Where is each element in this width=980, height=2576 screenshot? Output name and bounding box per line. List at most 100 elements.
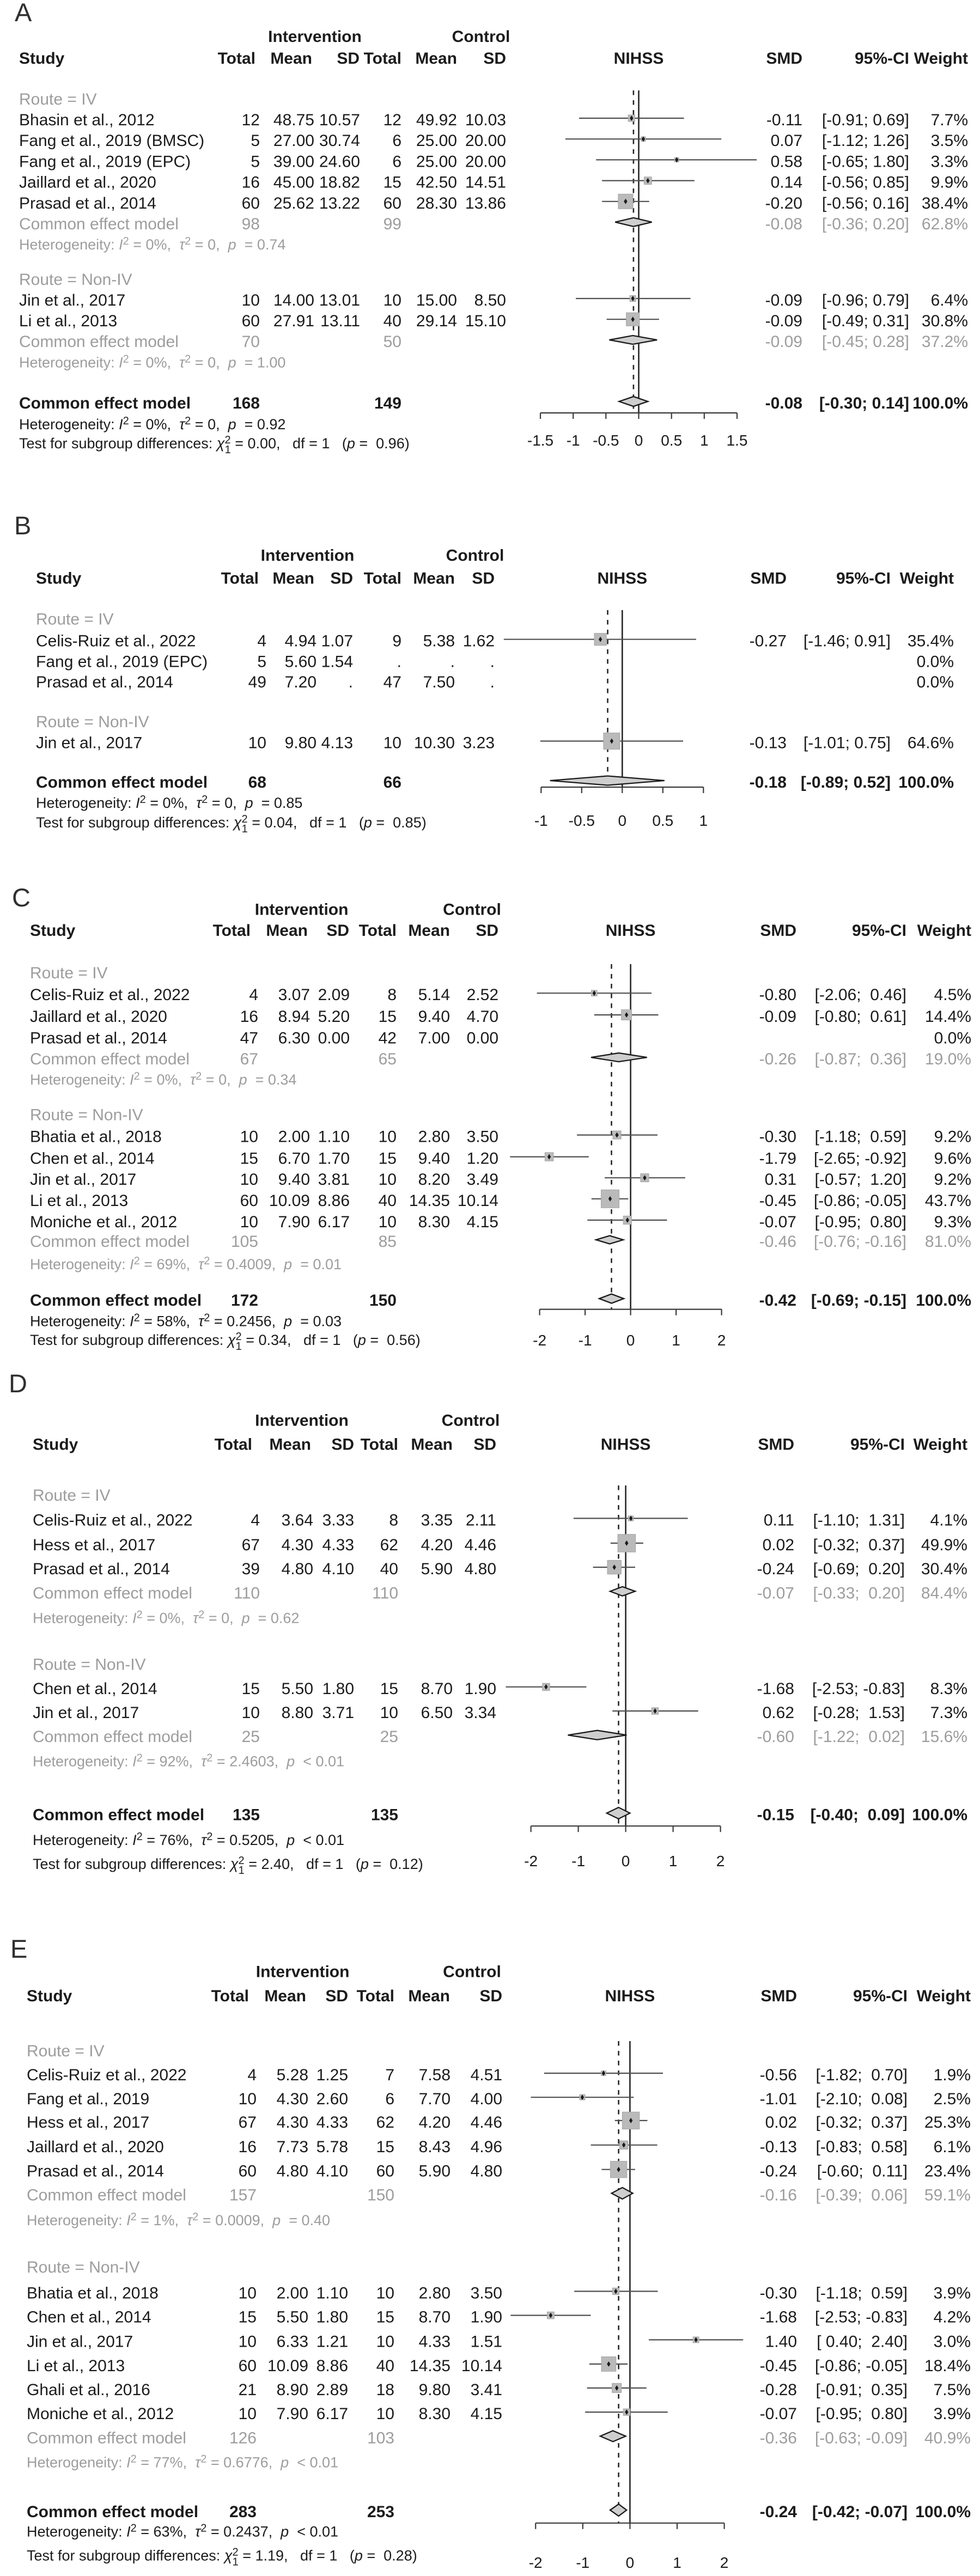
svg-text:SD: SD bbox=[331, 1435, 354, 1453]
svg-text:6: 6 bbox=[392, 132, 401, 150]
svg-text:Total: Total bbox=[359, 922, 397, 940]
svg-text:Chen et al., 2014: Chen et al., 2014 bbox=[30, 1150, 155, 1168]
svg-text:4: 4 bbox=[249, 986, 258, 1004]
svg-text:5: 5 bbox=[251, 132, 260, 150]
svg-text:14.51: 14.51 bbox=[465, 174, 506, 192]
svg-text:4.30: 4.30 bbox=[277, 2114, 308, 2132]
svg-text:67: 67 bbox=[242, 1536, 260, 1554]
svg-text:Mean: Mean bbox=[413, 569, 455, 587]
svg-text:1.20: 1.20 bbox=[462, 1150, 498, 1168]
svg-text:12: 12 bbox=[384, 111, 401, 129]
svg-text:9.9%: 9.9% bbox=[931, 174, 968, 192]
svg-text:70: 70 bbox=[242, 333, 260, 351]
svg-text:0: 0 bbox=[635, 432, 643, 449]
svg-text:4.46: 4.46 bbox=[465, 1536, 496, 1554]
svg-text:NIHSS: NIHSS bbox=[601, 1435, 651, 1453]
svg-text:23.4%: 23.4% bbox=[924, 2163, 971, 2181]
svg-text:47: 47 bbox=[384, 673, 401, 691]
svg-text:60: 60 bbox=[239, 2163, 257, 2181]
svg-text:40: 40 bbox=[376, 2357, 394, 2375]
svg-text:9.6%: 9.6% bbox=[934, 1150, 971, 1168]
svg-text:48.75: 48.75 bbox=[273, 111, 314, 129]
svg-text:15: 15 bbox=[242, 1680, 260, 1698]
svg-text:-0.24: -0.24 bbox=[760, 2503, 798, 2521]
svg-text:1: 1 bbox=[700, 432, 709, 449]
svg-text:[-0.80; 0.61]: [-0.80; 0.61] bbox=[815, 1008, 906, 1026]
svg-text:2.60: 2.60 bbox=[316, 2090, 348, 2108]
svg-text:27.00: 27.00 bbox=[273, 132, 314, 150]
svg-text:-0.13: -0.13 bbox=[760, 2138, 797, 2156]
svg-text:4.15: 4.15 bbox=[466, 2405, 502, 2423]
svg-text:7: 7 bbox=[385, 2066, 394, 2084]
svg-text:-0.20: -0.20 bbox=[765, 194, 802, 212]
svg-text:Control: Control bbox=[446, 547, 504, 565]
svg-text:3.64: 3.64 bbox=[282, 1511, 313, 1529]
svg-text:39: 39 bbox=[242, 1560, 260, 1578]
svg-text:103: 103 bbox=[367, 2429, 394, 2447]
svg-text:-0.07: -0.07 bbox=[759, 1213, 796, 1231]
svg-text:SD: SD bbox=[330, 569, 353, 587]
svg-text:7.5%: 7.5% bbox=[934, 2381, 971, 2399]
svg-text:5.38: 5.38 bbox=[423, 632, 455, 650]
svg-text:[-0.56; 0.16]: [-0.56; 0.16] bbox=[822, 194, 909, 212]
svg-text:4.33: 4.33 bbox=[419, 2333, 451, 2350]
svg-text:.: . bbox=[349, 673, 353, 691]
svg-text:10: 10 bbox=[384, 734, 401, 752]
svg-text:10.09: 10.09 bbox=[269, 1192, 310, 1210]
svg-text:Route = Non-IV: Route = Non-IV bbox=[36, 713, 149, 731]
svg-text:10: 10 bbox=[239, 2405, 257, 2423]
svg-text:[-0.56; 0.85]: [-0.56; 0.85] bbox=[822, 174, 909, 192]
svg-text:13.01: 13.01 bbox=[319, 291, 360, 309]
svg-text:Prasad et al., 2014: Prasad et al., 2014 bbox=[19, 194, 156, 212]
svg-text:Route = Non-IV: Route = Non-IV bbox=[30, 1106, 143, 1124]
svg-text:Moniche et al., 2012: Moniche et al., 2012 bbox=[27, 2405, 174, 2423]
svg-text:95%-CI: 95%-CI bbox=[853, 1987, 908, 2005]
svg-text:Route = IV: Route = IV bbox=[27, 2042, 105, 2060]
svg-text:Common effect model: Common effect model bbox=[19, 333, 179, 351]
svg-text:60: 60 bbox=[242, 312, 260, 330]
svg-text:7.50: 7.50 bbox=[423, 673, 455, 691]
svg-text:-0.42: -0.42 bbox=[759, 1292, 796, 1310]
svg-text:Prasad et al., 2014: Prasad et al., 2014 bbox=[30, 1029, 167, 1047]
svg-text:24.60: 24.60 bbox=[319, 153, 360, 170]
svg-text:-1: -1 bbox=[579, 1332, 592, 1349]
svg-text:2.52: 2.52 bbox=[467, 986, 498, 1004]
svg-text:Total: Total bbox=[364, 569, 401, 587]
svg-text:-1: -1 bbox=[576, 2554, 589, 2571]
svg-text:-0.11: -0.11 bbox=[766, 111, 802, 129]
svg-text:Celis-Ruiz et al., 2022: Celis-Ruiz et al., 2022 bbox=[33, 1511, 192, 1529]
svg-text:4.80: 4.80 bbox=[471, 2163, 502, 2181]
svg-text:99: 99 bbox=[384, 215, 401, 233]
svg-text:[-0.32; 0.37]: [-0.32; 0.37] bbox=[816, 2114, 908, 2132]
svg-text:9.40: 9.40 bbox=[278, 1171, 310, 1189]
svg-text:3.3%: 3.3% bbox=[931, 153, 968, 170]
svg-text:18.4%: 18.4% bbox=[924, 2357, 971, 2375]
svg-text:Weight: Weight bbox=[900, 569, 954, 587]
svg-text:-1.79: -1.79 bbox=[759, 1150, 796, 1168]
svg-text:150: 150 bbox=[367, 2186, 394, 2204]
svg-text:10: 10 bbox=[239, 2284, 257, 2302]
svg-text:[-0.36; 0.20]: [-0.36; 0.20] bbox=[822, 215, 909, 233]
svg-text:Mean: Mean bbox=[266, 922, 308, 940]
svg-text:[-0.95; 0.80]: [-0.95; 0.80] bbox=[816, 2405, 908, 2423]
svg-text:-0.15: -0.15 bbox=[757, 1806, 794, 1824]
svg-text:13.22: 13.22 bbox=[319, 194, 360, 212]
svg-text:SMD: SMD bbox=[750, 569, 787, 587]
svg-text:60: 60 bbox=[384, 194, 401, 212]
svg-text:Total: Total bbox=[221, 569, 259, 587]
svg-text:4.80: 4.80 bbox=[465, 1560, 496, 1578]
svg-text:3.07: 3.07 bbox=[278, 986, 310, 1004]
svg-text:-0.08: -0.08 bbox=[765, 394, 802, 412]
svg-text:Prasad et al., 2014: Prasad et al., 2014 bbox=[27, 2163, 164, 2181]
svg-text:5.90: 5.90 bbox=[419, 2163, 451, 2181]
svg-text:15: 15 bbox=[379, 1008, 397, 1026]
svg-text:3.41: 3.41 bbox=[466, 2381, 502, 2399]
svg-text:[-0.87; 0.36]: [-0.87; 0.36] bbox=[815, 1050, 906, 1068]
svg-text:30.4%: 30.4% bbox=[921, 1560, 967, 1578]
svg-text:10.30: 10.30 bbox=[414, 734, 455, 752]
svg-text:Total: Total bbox=[364, 50, 401, 68]
svg-text:4.2%: 4.2% bbox=[934, 2309, 971, 2327]
svg-text:SD: SD bbox=[325, 1987, 348, 2005]
svg-text:SMD: SMD bbox=[760, 1987, 797, 2005]
svg-text:-0.07: -0.07 bbox=[760, 2405, 797, 2423]
